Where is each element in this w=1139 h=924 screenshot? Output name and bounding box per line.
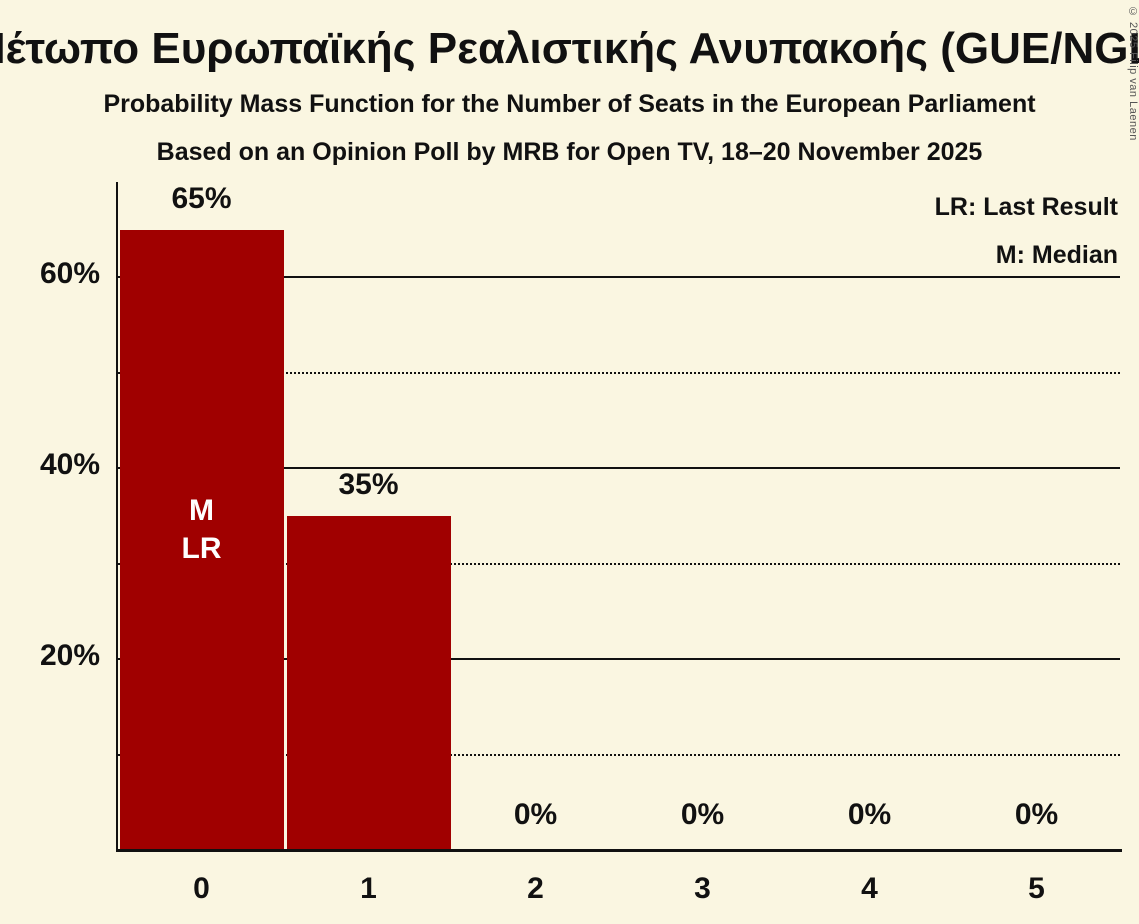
x-tick-5: 5	[1028, 872, 1045, 905]
gridline-dotted-10	[118, 753, 1120, 756]
value-label-5: 0%	[1014, 798, 1059, 831]
gridline-dotted-50	[118, 371, 1120, 374]
bar-seats-1	[286, 516, 451, 850]
value-label-3: 0%	[680, 798, 725, 831]
x-tick-1: 1	[360, 872, 377, 905]
legend: LR: Last Result M: Median	[935, 184, 1118, 279]
value-label-0: 65%	[171, 181, 232, 215]
value-label-2: 0%	[513, 798, 558, 831]
chart-title: Μέτωπο Ευρωπαϊκής Ρεαλιστικής Ανυπακοής …	[0, 24, 1139, 73]
gridline-solid-40	[118, 467, 1120, 470]
value-label-1: 35%	[338, 468, 399, 501]
legend-last-result: LR: Last Result	[934, 193, 1118, 221]
chart-subtitle: Probability Mass Function for the Number…	[103, 90, 1036, 118]
legend-median: M: Median	[995, 240, 1118, 269]
value-label-4: 0%	[847, 798, 892, 831]
y-axis	[116, 182, 118, 852]
x-tick-2: 2	[527, 872, 544, 905]
gridline-dotted-30	[118, 562, 1120, 565]
gridline-solid-60	[118, 276, 1120, 279]
x-tick-4: 4	[861, 872, 878, 905]
x-tick-0: 0	[193, 872, 210, 905]
y-tick-40: 40%	[39, 448, 100, 482]
bar-annotation-line: LR	[181, 531, 222, 565]
gridline-solid-20	[118, 658, 1120, 661]
copyright-notice: © 2025 Filip van Laenen	[1127, 6, 1139, 141]
x-tick-3: 3	[694, 872, 711, 905]
bar-annotation-0: M LR	[118, 230, 285, 830]
y-tick-60: 60%	[39, 257, 100, 291]
x-axis	[116, 849, 1122, 852]
bar-annotation-line: M	[189, 494, 214, 528]
bar-seats-0	[119, 229, 284, 850]
chart-poll-info: Based on an Opinion Poll by MRB for Open…	[156, 138, 983, 166]
y-tick-20: 20%	[39, 639, 100, 673]
